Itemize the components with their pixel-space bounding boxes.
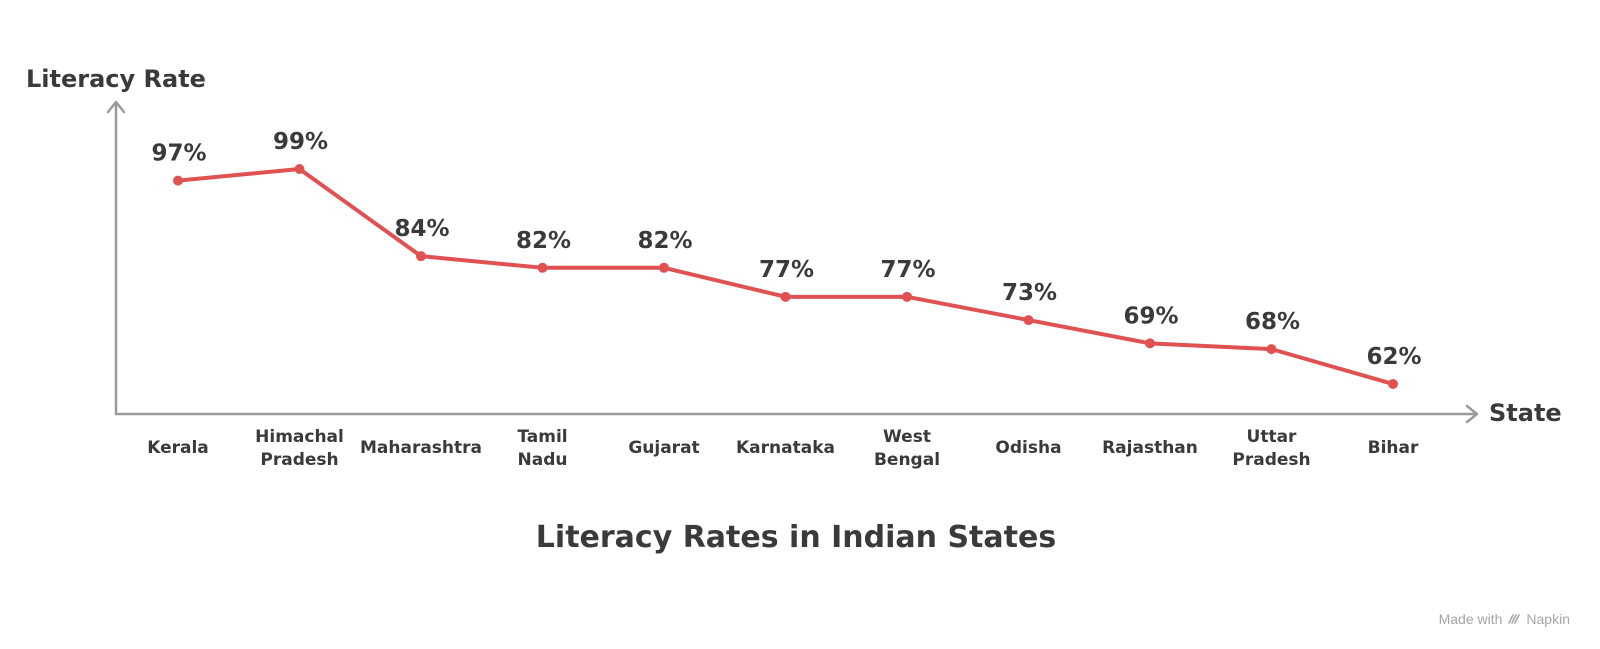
category-label: Maharashtra [360,438,482,458]
category-labels: Kerala Himachal Pradesh Maharashtra Tamil Nad… [147,427,1419,470]
x-axis-arrow-icon [1465,404,1479,424]
category-label: Kerala [147,438,209,458]
data-label: 77% [759,257,814,283]
napkin-logo-icon [1508,614,1521,624]
data-label: 73% [1002,280,1057,306]
category-label: Tamil Nadu [517,427,567,470]
y-axis-arrow-icon [106,100,126,114]
data-point [902,291,912,302]
data-label: 82% [516,228,571,254]
data-point [537,262,548,273]
category-label: Uttar Pradesh [1232,427,1310,470]
data-label: 99% [273,129,328,155]
category-label: West Bengal [874,427,940,470]
watermark-brand: Napkin [1526,611,1570,627]
data-label: 77% [880,257,935,283]
data-point [173,175,183,186]
category-label: Bihar [1368,438,1419,458]
made-with-napkin-watermark: Made with Napkin [1439,611,1570,627]
watermark-prefix: Made with [1438,611,1503,627]
category-label: Odisha [995,438,1061,458]
x-axis-title: State [1489,399,1562,427]
chart-title: Literacy Rates in Indian States [536,520,1056,555]
category-label: Rajasthan [1102,438,1198,458]
data-label: 82% [637,228,692,254]
data-label: 68% [1245,309,1300,335]
data-label: 97% [151,141,206,167]
data-point [1145,338,1155,349]
category-label: Gujarat [628,438,699,458]
data-label: 84% [394,216,449,242]
data-point [1388,379,1398,389]
data-label: 69% [1123,303,1178,329]
y-axis: Literacy Rate [26,65,206,416]
data-point [294,164,305,174]
data-point [659,262,669,273]
x-axis: State [114,399,1562,427]
plot-area: 97% 99% 84% 82% 82% 77% 77% 73% 69% 68% 62% [151,129,1422,389]
data-point [1023,315,1034,326]
data-point [416,251,426,262]
category-label: Himachal Pradesh [255,427,344,470]
y-axis-title: Literacy Rate [26,65,206,93]
data-point [780,291,791,302]
data-label: 62% [1366,344,1421,370]
data-point [1266,344,1277,355]
category-label: Karnataka [736,438,835,458]
